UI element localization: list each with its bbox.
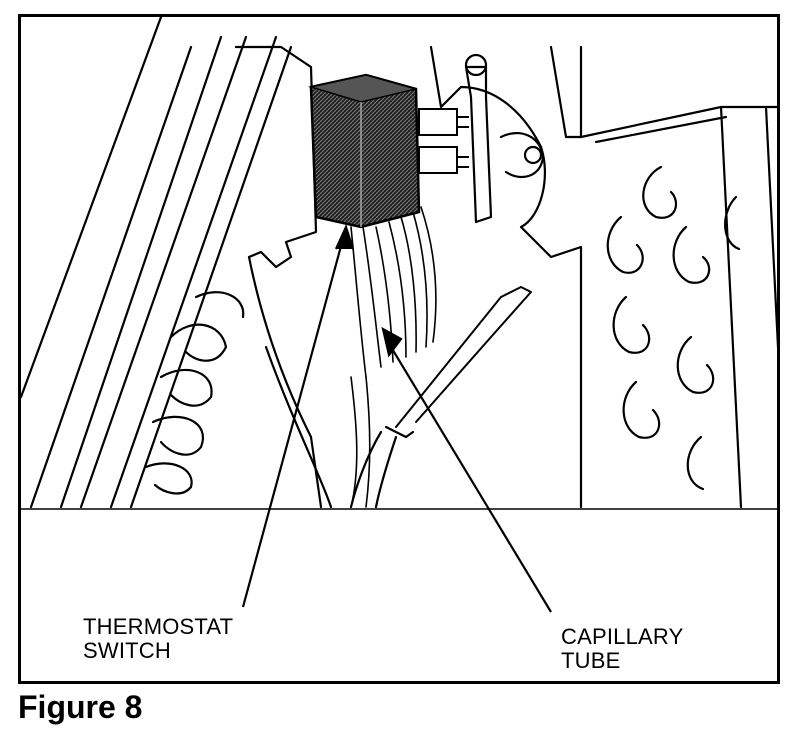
thermostat-label-line2: SWITCH [83,638,171,663]
thermostat-leader-line [241,234,346,608]
thermostat-leader-arrow [334,223,355,250]
right-coil-fins [606,165,741,491]
capillary-tube-label: CAPILLARY TUBE [561,625,683,673]
figure-frame: THERMOSTAT SWITCH CAPILLARY TUBE [18,14,780,684]
left-coil-fins [144,291,245,495]
wire-bundle [350,206,437,508]
capillary-label-line1: CAPILLARY [561,624,684,649]
thermostat-switch-block [308,73,469,229]
appliance-illustration [21,17,777,613]
capillary-leader-line [390,346,552,613]
capillary-label-line2: TUBE [561,648,621,673]
capillary-tube [349,286,532,509]
figure-caption: Figure 8 [18,689,143,725]
leader-lines [241,223,552,613]
thermostat-switch-label: THERMOSTAT SWITCH [83,615,233,663]
capillary-leader-arrow [381,326,403,358]
right-coil-panel [549,45,777,509]
left-panel-edges [21,17,293,509]
thermostat-label-line1: THERMOSTAT [83,614,234,639]
top-bracket [464,53,545,224]
